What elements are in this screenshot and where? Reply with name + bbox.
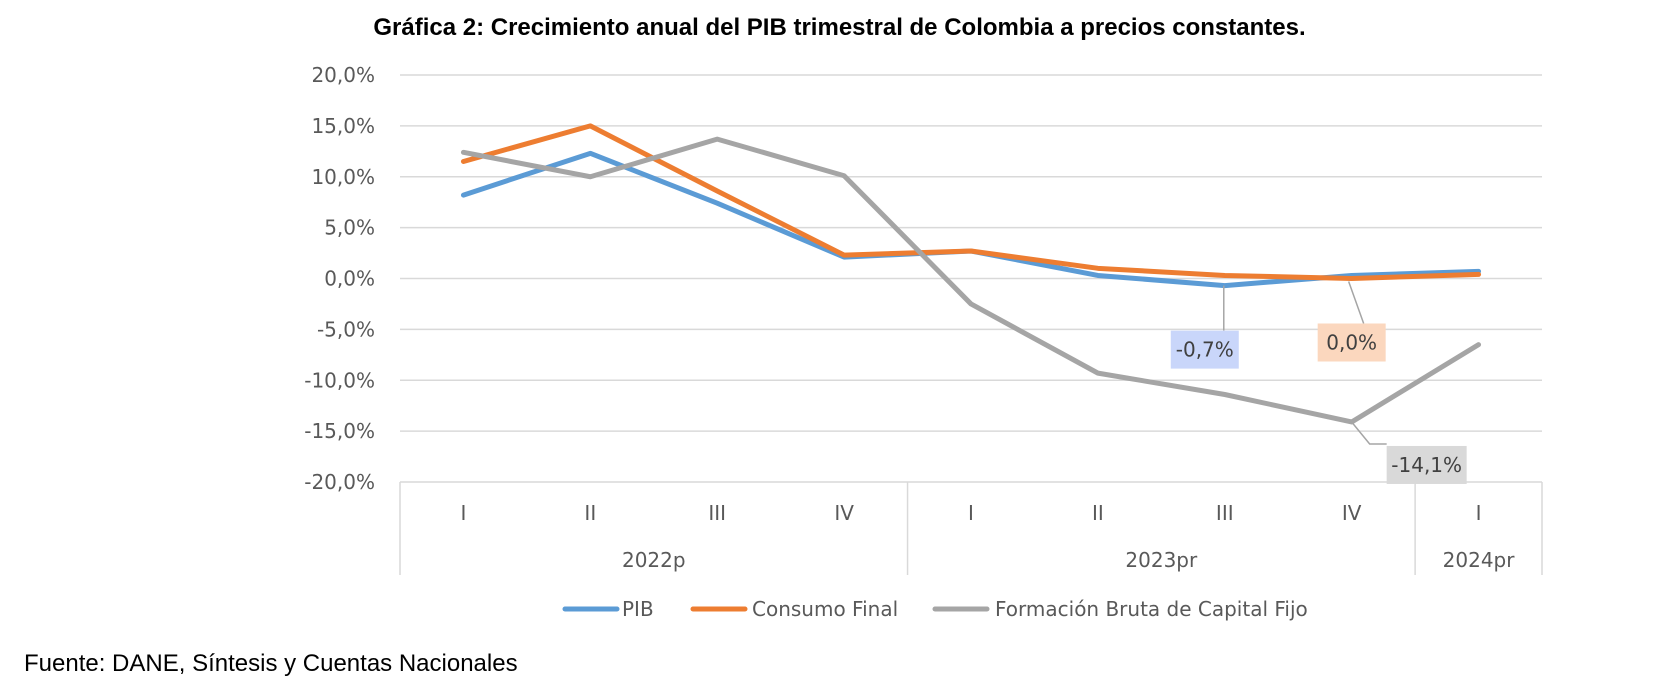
x-tick-label: I [968, 501, 974, 525]
y-tick-label: -10,0% [304, 368, 375, 392]
y-tick-label: 5,0% [324, 216, 375, 240]
legend-label: Consumo Final [752, 597, 898, 621]
x-tick-label: III [708, 501, 726, 525]
x-tick-label: I [1476, 501, 1482, 525]
series-line-3 [460, 136, 1482, 425]
data-label: -14,1% [1391, 453, 1462, 477]
x-tick-label: III [1216, 501, 1234, 525]
y-tick-label: -5,0% [317, 317, 375, 341]
chart-title: Gráfica 2: Crecimiento anual del PIB tri… [373, 14, 1306, 41]
legend-label: PIB [622, 597, 654, 621]
series-line-1 [460, 150, 1482, 289]
data-label-box [1386, 445, 1467, 484]
x-tick-label: I [460, 501, 466, 525]
y-tick-label: 20,0% [311, 63, 375, 87]
x-tick-label: II [584, 501, 596, 525]
y-tick-label: 15,0% [311, 114, 375, 138]
source-note: Fuente: DANE, Síntesis y Cuentas Naciona… [24, 650, 518, 677]
data-label: -0,7% [1176, 338, 1234, 362]
data-label: 0,0% [1326, 331, 1377, 355]
x-group-label: 2024pr [1443, 548, 1516, 572]
callout-leader [1351, 421, 1387, 445]
legend-label: Formación Bruta de Capital Fijo [995, 597, 1308, 621]
data-label-box [1317, 323, 1386, 362]
x-tick-label: IV [1342, 501, 1362, 525]
y-tick-label: -15,0% [304, 419, 375, 443]
y-tick-label: 0,0% [324, 267, 375, 291]
series-line-2 [460, 123, 1482, 281]
x-tick-label: IV [834, 501, 854, 525]
data-label-box [1170, 330, 1239, 369]
callout-leader [1347, 281, 1365, 324]
y-tick-label: -20,0% [304, 470, 375, 494]
x-group-label: 2023pr [1125, 548, 1198, 572]
y-tick-label: 10,0% [311, 165, 375, 189]
x-tick-label: II [1092, 501, 1104, 525]
x-group-label: 2022p [622, 548, 686, 572]
